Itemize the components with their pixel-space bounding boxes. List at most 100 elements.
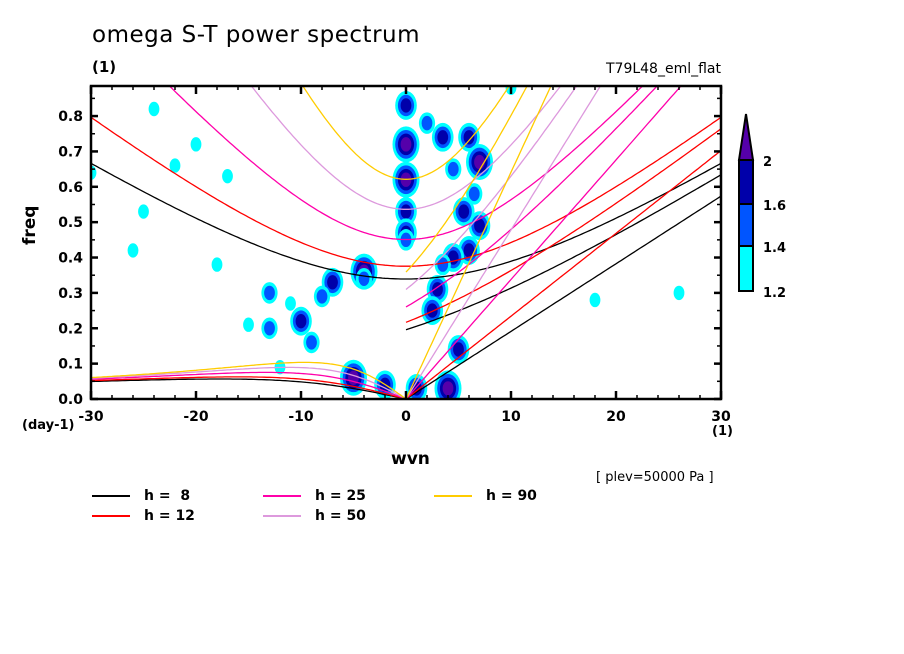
contour-level-1 xyxy=(211,257,223,272)
contour-level-2 xyxy=(468,186,480,202)
colorbar-label: 1.4 xyxy=(763,241,786,256)
contour-blob xyxy=(190,137,202,152)
contour-blob xyxy=(261,317,278,340)
chart-title: omega S-T power spectrum xyxy=(92,22,421,48)
legend-item: h = 12 xyxy=(92,508,195,524)
dispersion-curves-h8 xyxy=(91,162,721,399)
legend-swatch xyxy=(434,495,472,497)
er-n1-curve-h12 xyxy=(91,376,407,399)
y-tick-label: 0.0 xyxy=(58,392,83,408)
contour-level-2 xyxy=(264,285,275,301)
legend-item: h = 25 xyxy=(263,488,366,504)
dispersion-curves-h50 xyxy=(91,86,602,399)
contour-level-2 xyxy=(447,161,459,177)
contour-blob xyxy=(395,197,417,226)
contour-blob xyxy=(458,122,480,152)
colorbar-extend-arrow xyxy=(737,113,755,161)
y-tick-label: 0.6 xyxy=(58,180,83,196)
contour-level-3 xyxy=(400,204,412,219)
contour-fill-layer xyxy=(91,86,685,399)
eig-n1-curve-h50 xyxy=(250,86,562,210)
contour-level-3 xyxy=(458,204,470,219)
x-tick-label: -30 xyxy=(78,409,104,425)
axes-layer: -30 -20 -10 0 10 20 30 0.0 0.1 0.2 0.3 0.4 0.5 0.6 0.7… xyxy=(58,84,731,425)
contour-blob xyxy=(421,296,444,325)
contour-level-1 xyxy=(138,204,149,219)
contour-level-4 xyxy=(400,137,412,152)
eig-n1-curve-h8 xyxy=(91,162,721,280)
contour-blob xyxy=(261,282,278,304)
er-n1-curve-h50 xyxy=(91,366,407,399)
contour-blob xyxy=(355,267,373,290)
contour-level-3 xyxy=(463,243,475,258)
contour-blob xyxy=(392,126,420,163)
chart-subtitle-right: T79L48_eml_flat xyxy=(605,61,721,77)
contour-level-2 xyxy=(421,115,433,131)
eig-n1-curve-h90 xyxy=(302,86,510,180)
contour-level-3 xyxy=(437,130,449,145)
y-tick-label: 0.7 xyxy=(58,144,83,160)
contour-level-1 xyxy=(243,317,254,332)
kelvin-curve-h90 xyxy=(405,86,552,399)
legend-swatch xyxy=(263,495,301,497)
legend-swatch xyxy=(92,495,130,497)
contour-level-2 xyxy=(316,289,328,304)
contour-blob xyxy=(138,204,149,219)
x-tick-label: -20 xyxy=(183,409,209,425)
contour-blob xyxy=(313,285,331,308)
eig-n0-curve-h8 xyxy=(405,174,721,331)
contour-level-3 xyxy=(295,313,307,329)
eig-n0-curve-h90 xyxy=(405,86,528,273)
chart-subtitle-left: (1) xyxy=(92,58,117,76)
contour-blob xyxy=(395,91,417,120)
contour-blob xyxy=(127,243,139,258)
contour-blob xyxy=(303,331,320,354)
contour-level-3 xyxy=(400,98,412,113)
legend-item: h = 50 xyxy=(263,508,366,524)
contour-level-1 xyxy=(589,292,601,308)
y-tick-label: 0.5 xyxy=(58,215,83,231)
dispersion-curves-h12 xyxy=(91,116,721,399)
contour-level-2 xyxy=(306,335,317,350)
x-tick-label: 0 xyxy=(401,409,411,425)
dispersion-curves-h90 xyxy=(91,86,552,399)
contour-blob xyxy=(466,144,493,181)
contour-level-1 xyxy=(222,168,233,184)
contour-level-3 xyxy=(453,342,464,357)
contour-blob xyxy=(222,168,233,184)
contour-level-1 xyxy=(190,137,202,152)
y-axis-unit: (day-1) xyxy=(22,418,75,433)
contour-blob xyxy=(434,370,462,399)
colorbar-label: 1.2 xyxy=(763,286,786,301)
eig-n1-curve-h12 xyxy=(91,116,721,267)
colorbar-label: 2 xyxy=(763,155,772,170)
contour-blob xyxy=(673,285,685,301)
colorbar-segment xyxy=(738,159,754,205)
colorbar: 1.2 1.4 1.6 2 xyxy=(737,113,786,301)
legend-label: h = 8 xyxy=(144,488,191,504)
contour-level-3 xyxy=(327,275,338,290)
contour-blob xyxy=(418,112,436,134)
contour-blob xyxy=(452,197,475,226)
er-n1-curve-h8 xyxy=(91,378,407,399)
contour-blob xyxy=(211,257,223,272)
y-tick-label: 0.3 xyxy=(58,286,83,302)
x-tick-label: 30 xyxy=(711,409,731,425)
colorbar-segment xyxy=(738,245,754,292)
contour-blob xyxy=(589,292,601,308)
contour-level-1 xyxy=(148,101,160,117)
y-tick-label: 0.8 xyxy=(58,109,83,125)
x-tick-label: 20 xyxy=(606,409,626,425)
contour-level-2 xyxy=(264,321,275,336)
legend-label: h = 90 xyxy=(486,488,537,504)
x-tick-label: -10 xyxy=(288,409,314,425)
contour-level-1 xyxy=(285,296,296,311)
y-tick-label: 0.2 xyxy=(58,321,83,337)
dispersion-curves-layer xyxy=(91,86,721,399)
contour-level-3 xyxy=(474,218,485,233)
contour-level-4 xyxy=(442,381,454,396)
y-tick-label: 0.4 xyxy=(58,251,83,267)
eig-n1-curve-h25 xyxy=(168,86,644,241)
contour-blob xyxy=(445,158,462,180)
